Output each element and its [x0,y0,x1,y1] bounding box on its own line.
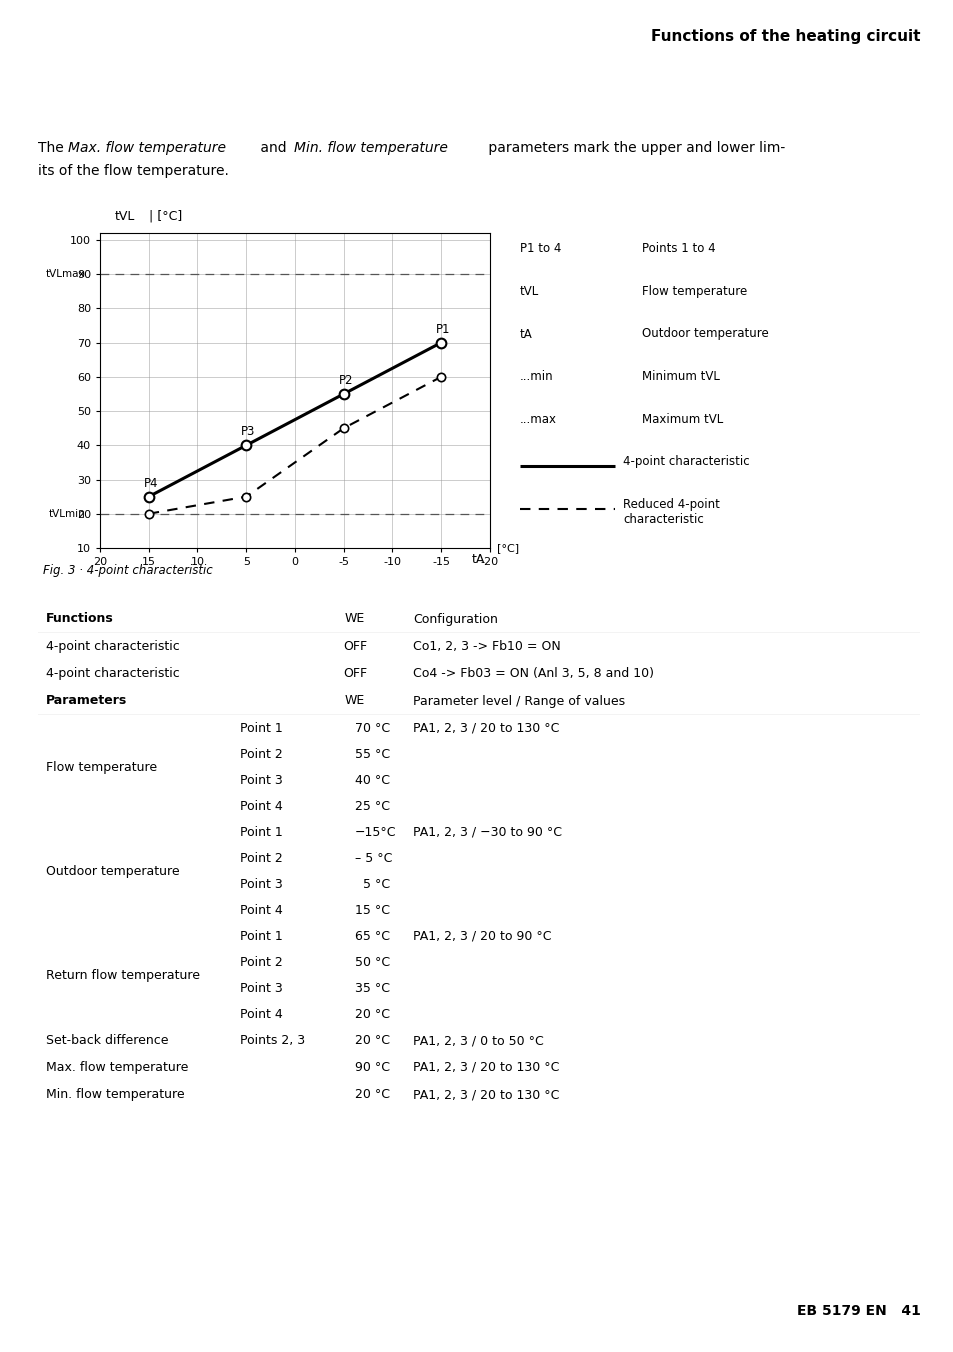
Text: and: and [255,141,291,155]
Text: tVLmin: tVLmin [49,508,85,519]
Text: parameters mark the upper and lower lim-: parameters mark the upper and lower lim- [483,141,784,155]
Text: Fig. 3 · 4-point characteristic: Fig. 3 · 4-point characteristic [43,564,213,577]
Text: Outdoor temperature: Outdoor temperature [641,327,768,341]
Text: ...max: ...max [519,412,557,426]
Text: Return flow temperature: Return flow temperature [46,968,200,982]
Text: 20 °C: 20 °C [355,1088,390,1101]
Text: Functions: Functions [46,612,113,626]
Text: tA: tA [471,553,485,566]
Text: P4: P4 [144,477,158,489]
Text: 55 °C: 55 °C [355,748,390,760]
Text: – 5 °C: – 5 °C [355,852,392,864]
Text: PA1, 2, 3 / 20 to 130 °C: PA1, 2, 3 / 20 to 130 °C [413,722,558,734]
Text: Point 3: Point 3 [240,877,282,891]
Text: Max. flow temperature: Max. flow temperature [46,1061,188,1073]
Text: PA1, 2, 3 / 20 to 130 °C: PA1, 2, 3 / 20 to 130 °C [413,1088,558,1101]
Text: 5 °C: 5 °C [355,877,390,891]
Text: Co4 -> Fb03 = ON (Anl 3, 5, 8 and 10): Co4 -> Fb03 = ON (Anl 3, 5, 8 and 10) [413,667,654,680]
Text: tA: tA [519,327,532,341]
Text: Point 2: Point 2 [240,956,282,968]
Text: 20 °C: 20 °C [355,1007,390,1021]
Text: PA1, 2, 3 / 20 to 130 °C: PA1, 2, 3 / 20 to 130 °C [413,1061,558,1073]
Text: tVLmax: tVLmax [46,269,85,279]
Text: 4-point characteristic: 4-point characteristic [46,667,179,680]
Text: Maximum tVL: Maximum tVL [641,412,722,426]
Text: 4-point characteristic: 4-point characteristic [622,456,749,468]
Text: Point 4: Point 4 [240,1007,282,1021]
Text: Flow temperature: Flow temperature [641,285,746,297]
Text: Min. flow temperature: Min. flow temperature [294,141,447,155]
Text: PA1, 2, 3 / −30 to 90 °C: PA1, 2, 3 / −30 to 90 °C [413,826,561,838]
Text: tVL: tVL [114,210,135,223]
Text: 20 °C: 20 °C [355,1034,390,1046]
Text: Outdoor temperature: Outdoor temperature [46,864,179,877]
Text: −15°C: −15°C [355,826,396,838]
Text: Points 2, 3: Points 2, 3 [240,1034,305,1046]
Text: The: The [38,141,68,155]
Text: Point 1: Point 1 [240,930,282,942]
Text: 4-point characteristic: 4-point characteristic [46,639,179,653]
Text: Parameter level / Range of values: Parameter level / Range of values [413,695,624,707]
Text: | [°C]: | [°C] [149,210,182,223]
Text: Min. flow temperature: Min. flow temperature [46,1088,185,1101]
Text: Set-back difference: Set-back difference [46,1034,169,1046]
Text: 25 °C: 25 °C [355,799,390,813]
Text: P1: P1 [436,323,451,335]
Text: 70 °C: 70 °C [355,722,390,734]
Text: Parameters: Parameters [46,695,127,707]
Text: PA1, 2, 3 / 0 to 50 °C: PA1, 2, 3 / 0 to 50 °C [413,1034,543,1046]
Text: [°C]: [°C] [497,544,518,553]
Text: EB 5179 EN   41: EB 5179 EN 41 [796,1305,920,1318]
Text: 50 °C: 50 °C [355,956,390,968]
Text: Point 2: Point 2 [240,852,282,864]
Text: Minimum tVL: Minimum tVL [641,370,720,383]
Text: WE: WE [345,612,365,626]
Text: P2: P2 [338,375,353,387]
Text: Point 3: Point 3 [240,982,282,995]
Text: Configuration: Configuration [413,612,497,626]
Text: Co1, 2, 3 -> Fb10 = ON: Co1, 2, 3 -> Fb10 = ON [413,639,560,653]
Text: OFF: OFF [342,639,367,653]
Text: OFF: OFF [342,667,367,680]
Text: its of the flow temperature.: its of the flow temperature. [38,164,229,178]
Text: Points 1 to 4: Points 1 to 4 [641,242,715,256]
Text: WE: WE [345,695,365,707]
Text: tVL: tVL [519,285,538,297]
Text: Point 2: Point 2 [240,748,282,760]
Text: 15 °C: 15 °C [355,903,390,917]
Text: P3: P3 [241,426,255,438]
Text: Max. flow temperature: Max. flow temperature [68,141,226,155]
Text: P1 to 4: P1 to 4 [519,242,560,256]
Text: 40 °C: 40 °C [355,773,390,787]
Text: PA1, 2, 3 / 20 to 90 °C: PA1, 2, 3 / 20 to 90 °C [413,930,551,942]
Text: Flow temperature: Flow temperature [46,760,157,773]
Text: Point 1: Point 1 [240,722,282,734]
Text: 65 °C: 65 °C [355,930,390,942]
Text: Point 4: Point 4 [240,903,282,917]
Text: Point 4: Point 4 [240,799,282,813]
Text: ...min: ...min [519,370,553,383]
Text: Point 1: Point 1 [240,826,282,838]
Text: Point 3: Point 3 [240,773,282,787]
Text: 35 °C: 35 °C [355,982,390,995]
Text: Functions of the heating circuit: Functions of the heating circuit [651,28,920,43]
Text: Reduced 4-point
characteristic: Reduced 4-point characteristic [622,498,720,526]
Text: 90 °C: 90 °C [355,1061,390,1073]
